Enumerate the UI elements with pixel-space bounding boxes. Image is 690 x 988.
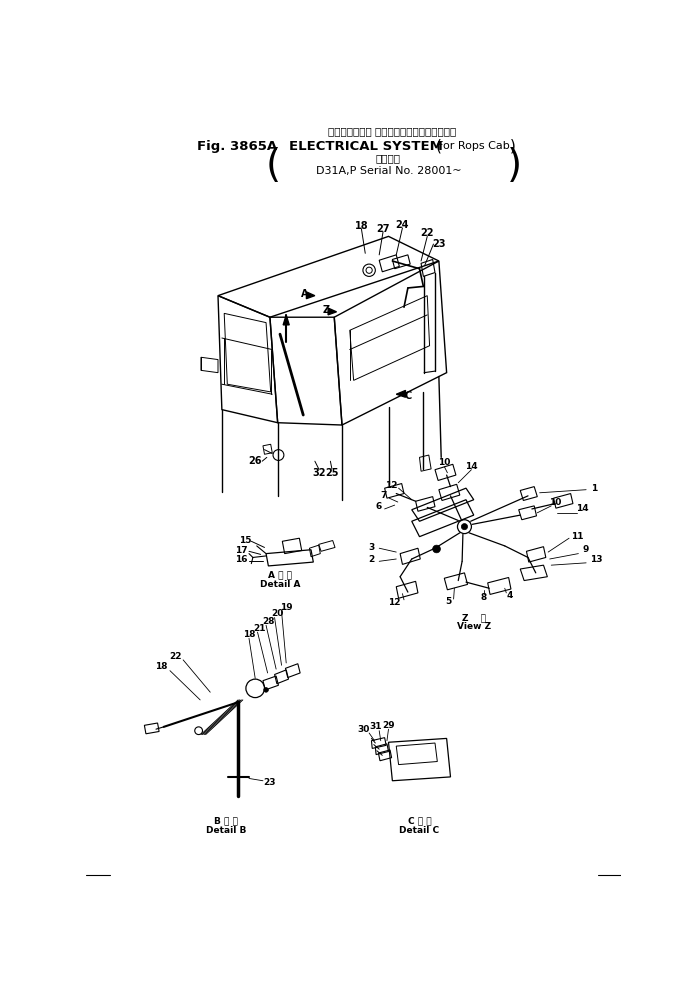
Text: Fig. 3865A: Fig. 3865A xyxy=(197,139,277,153)
Polygon shape xyxy=(306,291,315,298)
Polygon shape xyxy=(283,315,289,325)
Text: 8: 8 xyxy=(481,593,487,602)
Text: 13: 13 xyxy=(590,555,602,564)
Text: ELECTRICAL SYSTEM: ELECTRICAL SYSTEM xyxy=(289,139,443,153)
Circle shape xyxy=(462,524,468,530)
Text: B 詳 細: B 詳 細 xyxy=(214,816,237,825)
Text: 29: 29 xyxy=(382,721,395,730)
Text: D31A,P Serial No. 28001~: D31A,P Serial No. 28001~ xyxy=(316,166,462,176)
Text: For Rops Cab: For Rops Cab xyxy=(437,141,509,151)
Circle shape xyxy=(433,545,440,553)
Text: View Z: View Z xyxy=(457,622,491,631)
Text: 17: 17 xyxy=(235,546,248,555)
Text: ): ) xyxy=(510,138,516,154)
Text: 10: 10 xyxy=(438,458,451,467)
Text: 14: 14 xyxy=(465,462,477,471)
Text: 18: 18 xyxy=(243,630,255,639)
Text: 16: 16 xyxy=(235,555,248,564)
Polygon shape xyxy=(328,308,337,315)
Text: A: A xyxy=(301,289,308,299)
Text: 5: 5 xyxy=(445,597,451,606)
Text: Detail A: Detail A xyxy=(259,580,300,589)
Text: 9: 9 xyxy=(583,545,589,554)
Text: 31: 31 xyxy=(369,722,382,731)
Text: Detail C: Detail C xyxy=(400,826,440,835)
Text: (: ( xyxy=(266,147,282,186)
Text: 11: 11 xyxy=(571,533,583,541)
Circle shape xyxy=(264,688,268,693)
Text: 21: 21 xyxy=(253,623,266,632)
Text: 3: 3 xyxy=(368,543,375,552)
Text: 適用号機: 適用号機 xyxy=(376,153,401,164)
Text: Z  樺: Z 樺 xyxy=(462,613,486,622)
Text: 18: 18 xyxy=(155,662,168,671)
Text: 23: 23 xyxy=(432,239,446,249)
Text: 28: 28 xyxy=(262,617,275,625)
Text: 27: 27 xyxy=(376,223,390,234)
Text: 25: 25 xyxy=(325,467,339,478)
Text: 24: 24 xyxy=(395,219,409,230)
Text: 18: 18 xyxy=(355,221,368,231)
Text: C: C xyxy=(404,391,411,401)
Text: 14: 14 xyxy=(576,505,589,514)
Text: Z: Z xyxy=(323,304,330,314)
Text: 19: 19 xyxy=(280,603,293,612)
Text: 12: 12 xyxy=(388,598,400,607)
Text: 12: 12 xyxy=(384,481,397,490)
Text: A 詳 細: A 詳 細 xyxy=(268,571,292,580)
Text: 30: 30 xyxy=(357,724,370,734)
Text: 10: 10 xyxy=(549,498,561,507)
Text: 1: 1 xyxy=(591,484,597,493)
Text: 32: 32 xyxy=(312,467,326,478)
Text: 15: 15 xyxy=(239,536,251,545)
Text: 23: 23 xyxy=(264,778,276,786)
Text: C 詳 細: C 詳 細 xyxy=(408,816,431,825)
Text: 6: 6 xyxy=(375,502,382,511)
Text: 22: 22 xyxy=(169,651,181,661)
Text: エレクトリカル システム（ロプスキャブ用）: エレクトリカル システム（ロプスキャブ用） xyxy=(328,126,457,136)
Text: 7: 7 xyxy=(380,491,386,500)
Text: 20: 20 xyxy=(271,610,284,618)
Text: (: ( xyxy=(436,138,442,154)
Text: ): ) xyxy=(507,147,522,186)
Text: 26: 26 xyxy=(248,456,262,466)
Text: 4: 4 xyxy=(507,592,513,601)
Polygon shape xyxy=(396,390,406,397)
Text: 22: 22 xyxy=(420,227,434,237)
Text: 2: 2 xyxy=(368,555,375,564)
Text: Detail B: Detail B xyxy=(206,826,246,835)
